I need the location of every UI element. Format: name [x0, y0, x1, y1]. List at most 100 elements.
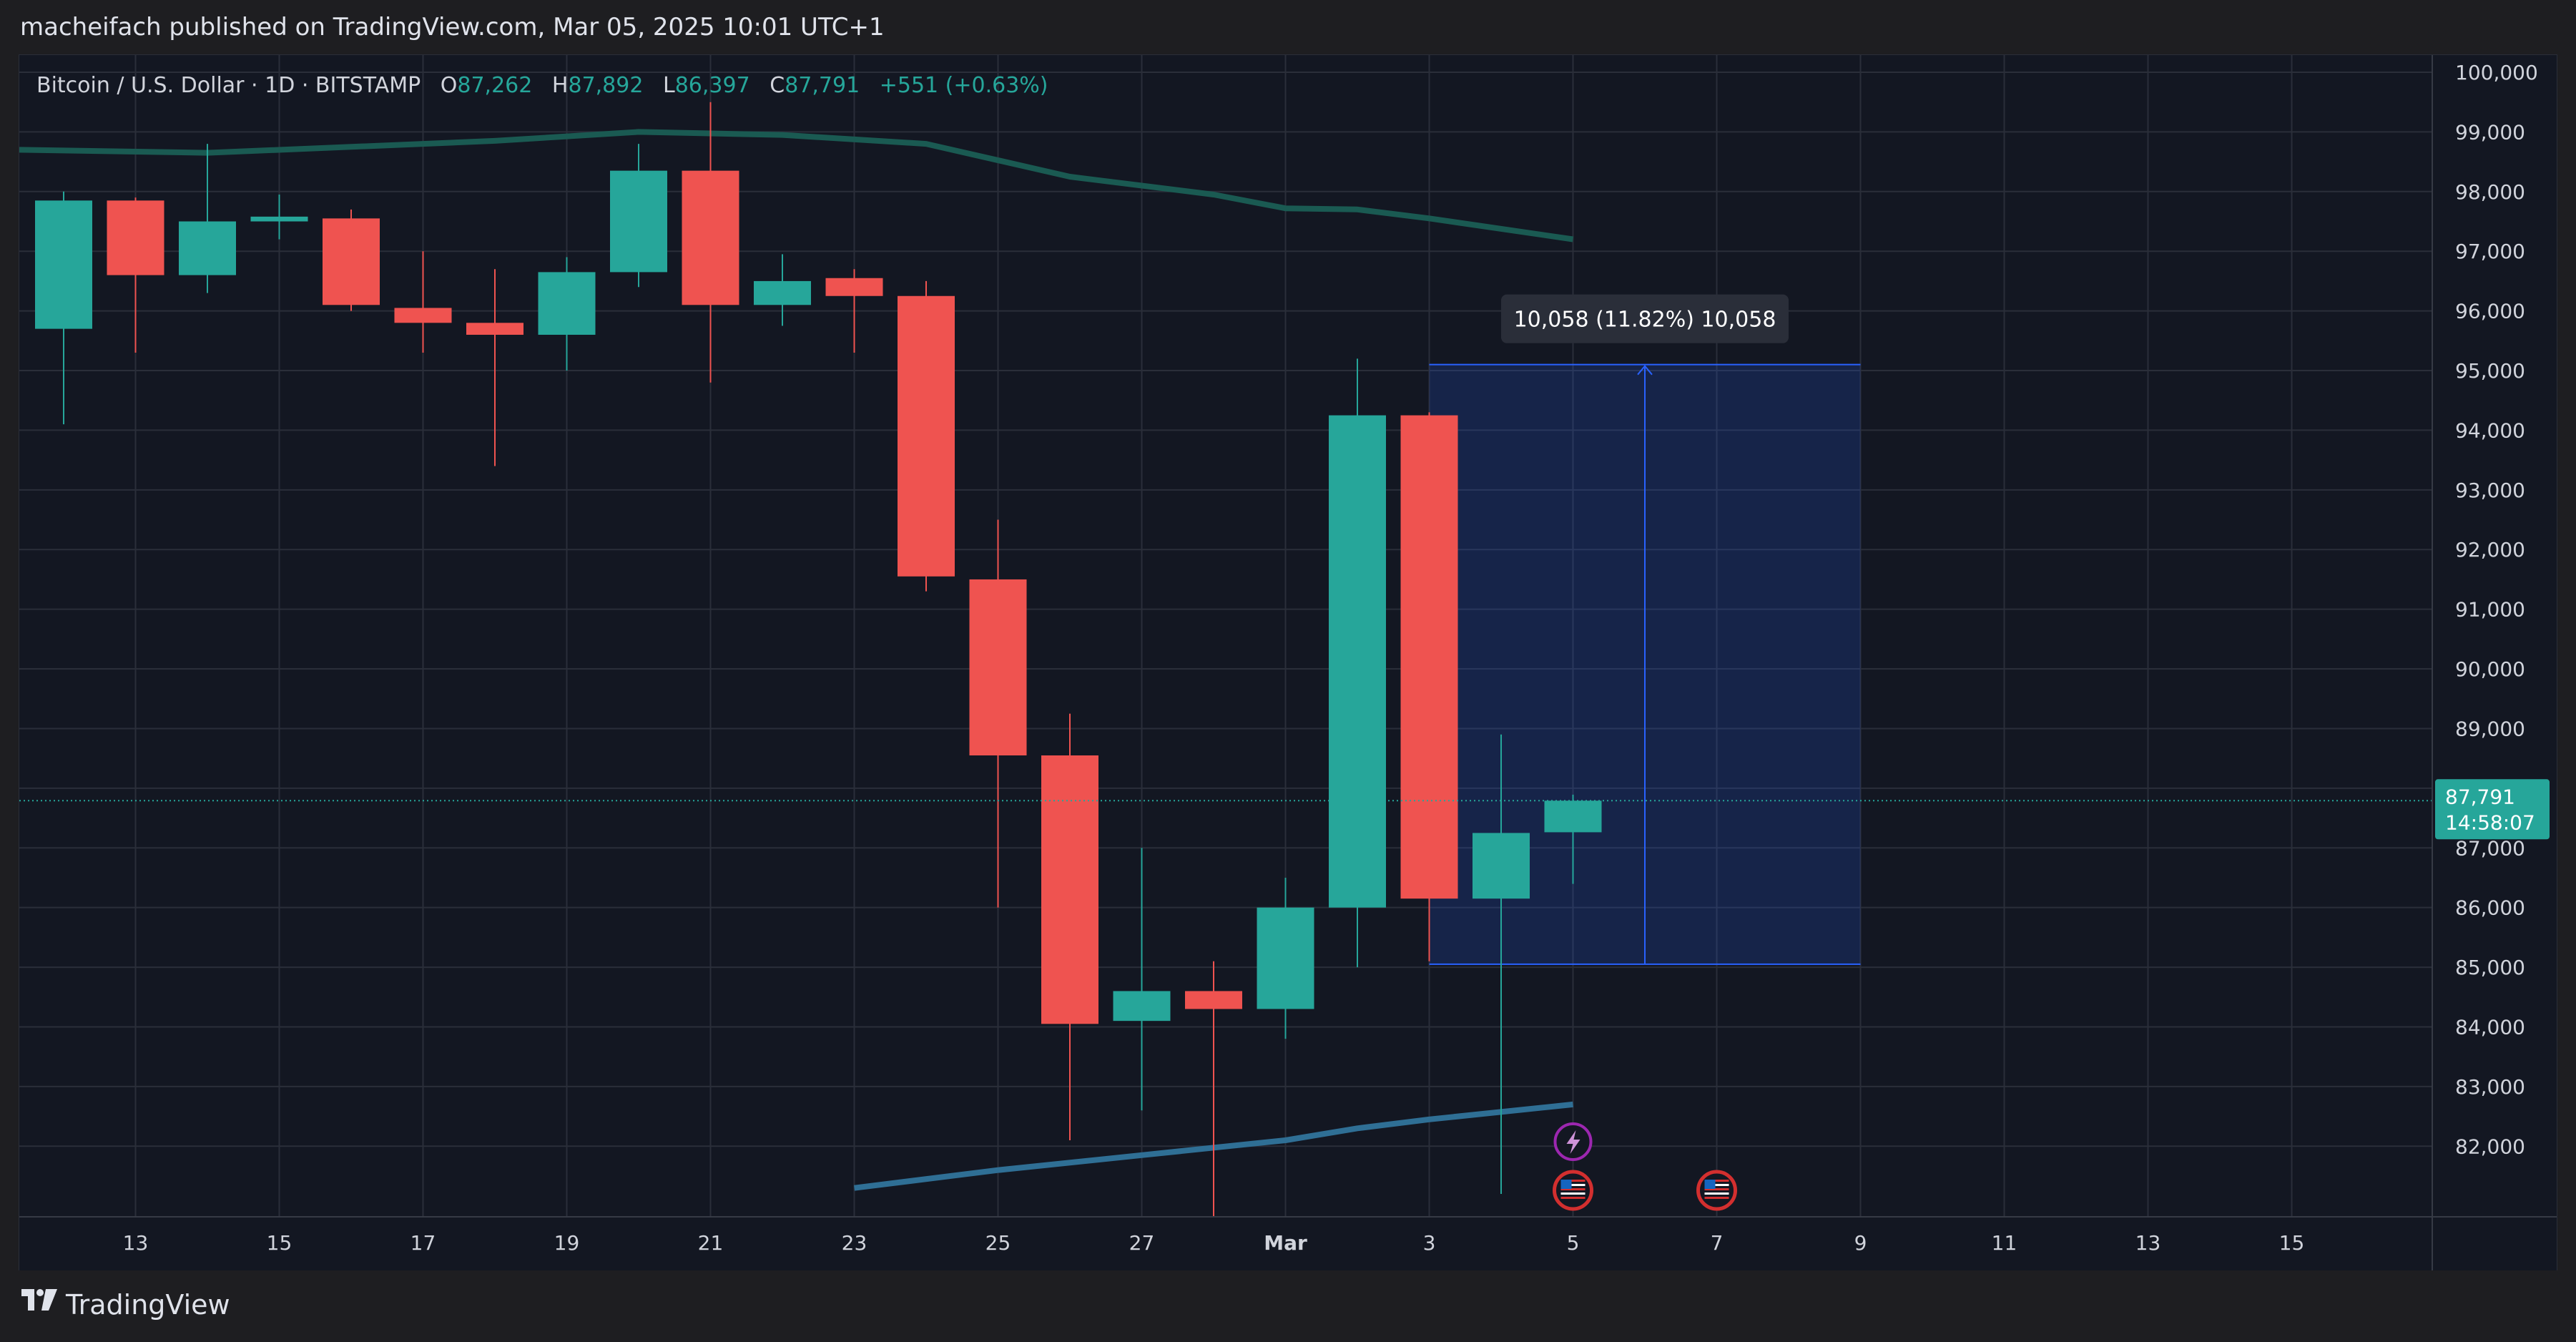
price-tick-label: 95,000 — [2455, 359, 2525, 383]
legend-change: +551 (+0.63%) — [880, 73, 1048, 98]
candle[interactable] — [969, 519, 1027, 908]
candle[interactable] — [1257, 877, 1314, 1039]
legend-low-label: L — [663, 73, 675, 98]
time-tick-label: 13 — [2135, 1231, 2161, 1255]
time-tick-label: Mar — [1264, 1231, 1307, 1255]
tradingview-logo-icon[interactable] — [20, 1288, 59, 1312]
tradingview-brand[interactable]: TradingView — [66, 1289, 230, 1321]
publisher-line: macheifach published on TradingView.com,… — [20, 13, 885, 41]
candle[interactable] — [394, 251, 452, 353]
us-flag-icon[interactable] — [1696, 1170, 1737, 1211]
svg-text:Bitcoin / U.S. Dollar · 1D · B: Bitcoin / U.S. Dollar · 1D · BITSTAMP O8… — [36, 73, 1048, 98]
legend-low-value: 86,397 — [675, 73, 750, 98]
candle-body — [538, 272, 596, 335]
candle[interactable] — [1113, 848, 1171, 1111]
candle-body — [394, 308, 452, 323]
price-tick-label: 89,000 — [2455, 717, 2525, 740]
time-tick-label: 17 — [411, 1231, 436, 1255]
moving-average-line — [854, 1101, 1573, 1191]
price-tick-label: 87,000 — [2455, 836, 2525, 860]
candle[interactable] — [1400, 412, 1458, 961]
candle-body — [1544, 800, 1602, 833]
candle[interactable] — [1544, 794, 1602, 884]
candle[interactable] — [825, 269, 883, 353]
candle-body — [466, 323, 523, 335]
price-tick-label: 99,000 — [2455, 120, 2525, 144]
price-axis-background — [2432, 55, 2557, 1271]
price-tick-label: 82,000 — [2455, 1135, 2525, 1158]
price-tick-label: 94,000 — [2455, 418, 2525, 442]
time-tick-label: 25 — [985, 1231, 1011, 1255]
price-tick-label: 98,000 — [2455, 180, 2525, 204]
price-tick-label: 90,000 — [2455, 657, 2525, 681]
candle[interactable] — [323, 209, 380, 311]
measure-arrow-head — [1637, 365, 1653, 376]
candle[interactable] — [466, 269, 523, 466]
candle-body — [1113, 991, 1171, 1022]
moving-average-line — [19, 129, 1574, 243]
time-tick-label: 9 — [1854, 1231, 1867, 1255]
candle-body — [1185, 991, 1242, 1009]
chart-panel[interactable]: 10,058 (11.82%) 10,058 100,000 99,000 98,0… — [19, 54, 2557, 1272]
price-tick-label: 93,000 — [2455, 479, 2525, 502]
candle-body — [1400, 415, 1458, 899]
candles[interactable] — [35, 102, 1602, 1217]
event-markers[interactable] — [1553, 1122, 1737, 1211]
price-axis[interactable]: 100,000 99,000 98,000 97,000 96,000 95,000 94,… — [2432, 55, 2557, 1271]
candle-body — [754, 280, 811, 305]
time-tick-label: 27 — [1129, 1231, 1155, 1255]
legend-close-value: 87,791 — [785, 73, 860, 98]
legend-open-label: O — [441, 73, 458, 98]
candle-body — [1041, 755, 1098, 1024]
candle[interactable] — [179, 144, 236, 293]
price-tick-label: 84,000 — [2455, 1015, 2525, 1039]
legend-close-label: C — [770, 73, 785, 98]
price-tick-label: 96,000 — [2455, 300, 2525, 323]
candle[interactable] — [1185, 961, 1242, 1217]
candle-body — [682, 170, 739, 305]
measure-label: 10,058 (11.82%) 10,058 — [1514, 308, 1776, 333]
candle-body — [1329, 415, 1386, 908]
time-tick-label: 15 — [267, 1231, 292, 1255]
candle-body — [969, 579, 1027, 755]
candle[interactable] — [898, 280, 955, 592]
legend-open-value: 87,262 — [457, 73, 532, 98]
last-price-badge — [2435, 779, 2550, 840]
candle[interactable] — [107, 197, 164, 353]
time-tick-label: 23 — [842, 1231, 867, 1255]
candle[interactable] — [538, 257, 596, 371]
candle-body — [323, 218, 380, 305]
time-tick-label: 15 — [2279, 1231, 2305, 1255]
symbol-legend: Bitcoin / U.S. Dollar · 1D · BITSTAMP O8… — [36, 73, 1048, 98]
grid-lines — [19, 55, 2432, 1217]
candle[interactable] — [1329, 358, 1386, 968]
legend-high-label: H — [552, 73, 569, 98]
time-tick-label: 3 — [1423, 1231, 1436, 1255]
time-tick-label: 19 — [554, 1231, 580, 1255]
legend-high-value: 87,892 — [568, 73, 643, 98]
candle[interactable] — [35, 191, 92, 425]
candle[interactable] — [754, 254, 811, 326]
candlestick-chart[interactable]: 10,058 (11.82%) 10,058 100,000 99,000 98,0… — [19, 55, 2557, 1271]
candle-body — [898, 295, 955, 577]
us-flag-icon[interactable] — [1553, 1170, 1593, 1211]
candle[interactable] — [1041, 713, 1098, 1140]
price-tick-label: 92,000 — [2455, 538, 2525, 562]
candle[interactable] — [610, 144, 667, 288]
time-axis[interactable]: 13 15 17 19 21 23 25 27 Mar 3 5 7 9 11 13 15 — [19, 1216, 2557, 1255]
lightning-icon[interactable] — [1553, 1122, 1593, 1161]
candle[interactable] — [250, 194, 308, 240]
price-tick-label: 100,000 — [2455, 61, 2538, 84]
header-bar: macheifach published on TradingView.com,… — [0, 0, 2576, 54]
candle[interactable] — [682, 102, 739, 383]
candle-body — [107, 200, 164, 275]
candle-body — [1473, 833, 1530, 899]
footer-bar — [0, 1270, 2576, 1342]
time-tick-label: 21 — [698, 1231, 724, 1255]
time-tick-label: 11 — [1992, 1231, 2017, 1255]
candle[interactable] — [1473, 734, 1530, 1195]
price-tick-label: 85,000 — [2455, 956, 2525, 979]
price-tick-label: 97,000 — [2455, 240, 2525, 263]
price-tick-label: 86,000 — [2455, 896, 2525, 920]
